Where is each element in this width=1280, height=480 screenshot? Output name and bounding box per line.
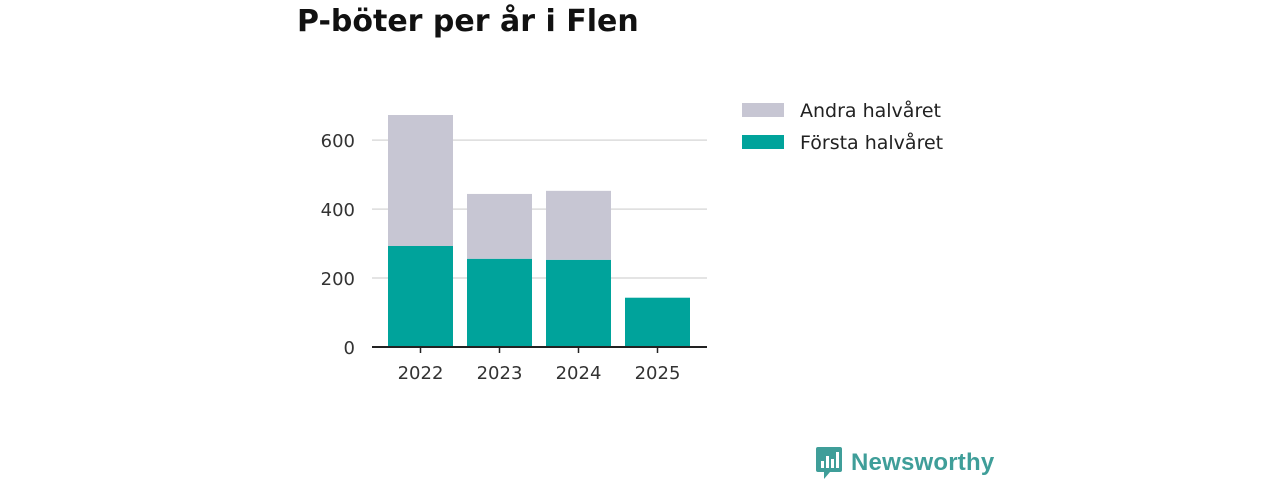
bar-forsta-halvaret-2024 (546, 259, 611, 347)
bar-andra-halvaret-2024 (546, 190, 611, 260)
bar-andra-halvaret-2023 (467, 193, 532, 259)
y-tick-label-400: 400 (321, 200, 355, 221)
bar-andra-halvaret-2022 (388, 115, 453, 246)
y-tick-label-600: 600 (321, 131, 355, 152)
bars (388, 115, 690, 347)
axes: 0 200 400 600 2022 2023 2024 2025 (321, 131, 707, 384)
y-tick-label-0: 0 (344, 338, 355, 359)
legend: Andra halvåret Första halvåret (742, 99, 943, 154)
legend-swatch-andra-halvaret (742, 103, 784, 117)
legend-label-forsta-halvaret: Första halvåret (800, 131, 943, 154)
brand-logo: Newsworthy (815, 446, 994, 480)
x-tick-label-2025: 2025 (635, 363, 681, 384)
x-tick-label-2022: 2022 (398, 363, 444, 384)
y-tick-label-200: 200 (321, 269, 355, 290)
bar-forsta-halvaret-2025 (625, 297, 690, 347)
chart-title: P-böter per år i Flen (297, 4, 639, 39)
bar-forsta-halvaret-2022 (388, 245, 453, 347)
x-tick-label-2023: 2023 (477, 363, 523, 384)
bar-forsta-halvaret-2023 (467, 258, 532, 347)
newsworthy-logo-icon (816, 447, 842, 479)
legend-swatch-forsta-halvaret (742, 135, 784, 149)
legend-label-andra-halvaret: Andra halvåret (800, 99, 941, 122)
brand-name: Newsworthy (851, 449, 995, 476)
x-tick-label-2024: 2024 (556, 363, 602, 384)
